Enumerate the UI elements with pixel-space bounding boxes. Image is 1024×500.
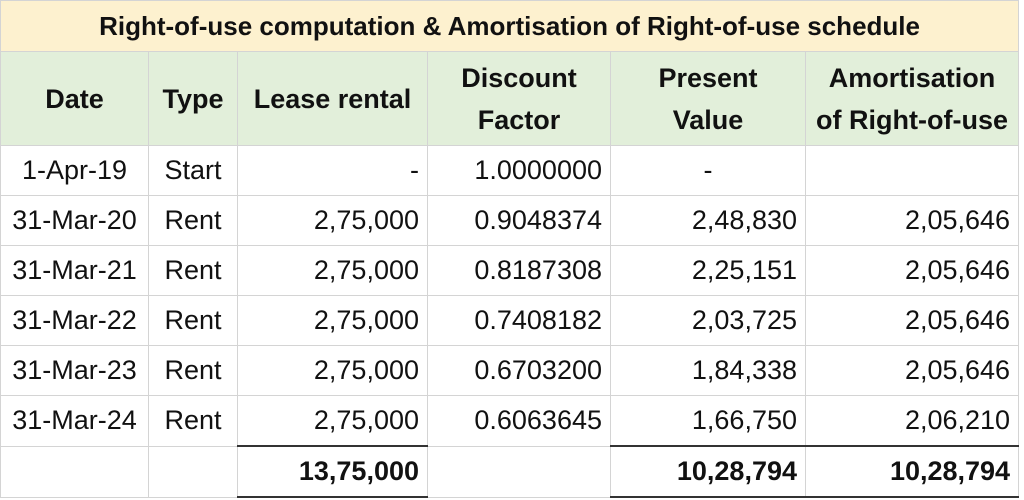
cell-type: Rent (148, 395, 238, 447)
cell-discount-factor: 1.0000000 (427, 145, 611, 196)
cell-date: 31-Mar-22 (0, 295, 149, 346)
table-row: 1-Apr-19 Start -1.0000000- (0, 145, 1020, 196)
cell-amortisation (804, 145, 1020, 196)
cell-discount-factor: 0.8187308 (427, 245, 611, 296)
header-discount-factor: Discount Factor (427, 51, 611, 146)
cell-present-value: 2,48,830 (610, 195, 806, 246)
cell-discount-factor: 0.6703200 (427, 345, 611, 396)
totals-empty-discount (427, 445, 611, 498)
cell-amortisation: 2,06,210 (804, 395, 1020, 447)
cell-lease-rental: 2,75,000 (237, 295, 428, 346)
cell-type: Rent (148, 295, 238, 346)
table-row: 31-Mar-24 Rent 2,75,000 0.6063645 1,66,750 2,… (0, 395, 1020, 447)
cell-lease-rental: 2,75,000 (237, 345, 428, 396)
table-row: 31-Mar-22 Rent 2,75,000 0.7408182 2,03,725 2,… (0, 295, 1020, 346)
cell-date: 31-Mar-20 (0, 195, 149, 246)
cell-amortisation: 2,05,646 (804, 295, 1020, 346)
cell-lease-rental: - (237, 145, 428, 196)
header-date: Date (0, 51, 149, 146)
cell-date: 1-Apr-19 (0, 145, 149, 196)
table-row: 31-Mar-23 Rent 2,75,000 0.6703200 1,84,338 2,… (0, 345, 1020, 396)
cell-present-value: 1,66,750 (610, 395, 806, 447)
cell-present-value: 2,03,725 (610, 295, 806, 346)
cell-amortisation: 2,05,646 (804, 195, 1020, 246)
cell-lease-rental: 2,75,000 (237, 245, 428, 296)
total-lease-rental: 13,75,000 (237, 445, 428, 498)
cell-lease-rental: 2,75,000 (237, 395, 428, 447)
cell-lease-rental: 2,75,000 (237, 195, 428, 246)
header-lease-rental: Lease rental (237, 51, 428, 146)
totals-empty-type (148, 445, 238, 498)
cell-type: Rent (148, 345, 238, 396)
cell-date: 31-Mar-21 (0, 245, 149, 296)
header-present-value: Present Value (610, 51, 806, 146)
cell-present-value: - (610, 145, 806, 196)
cell-discount-factor: 0.7408182 (427, 295, 611, 346)
cell-type: Start (148, 145, 238, 196)
total-amortisation: 10,28,794 (804, 445, 1020, 498)
cell-type: Rent (148, 195, 238, 246)
cell-present-value: 2,25,151 (610, 245, 806, 296)
table-row: 31-Mar-21 Rent 2,75,000 0.8187308 2,25,151 2,… (0, 245, 1020, 296)
header-type: Type (148, 51, 238, 146)
cell-amortisation: 2,05,646 (804, 245, 1020, 296)
cell-date: 31-Mar-23 (0, 345, 149, 396)
table-row: 31-Mar-20 Rent 2,75,000 0.9048374 2,48,830 2,… (0, 195, 1020, 246)
total-present-value: 10,28,794 (610, 445, 806, 498)
totals-row: 13,75,000 10,28,794 10,28,794 (0, 445, 1020, 498)
header-amortisation: Amortisation of Right-of-use (804, 51, 1020, 146)
cell-discount-factor: 0.9048374 (427, 195, 611, 246)
cell-present-value: 1,84,338 (610, 345, 806, 396)
cell-amortisation: 2,05,646 (804, 345, 1020, 396)
totals-empty-date (0, 445, 149, 498)
cell-date: 31-Mar-24 (0, 395, 149, 447)
header-row: Date Type Lease rental Discount Factor Pr… (0, 51, 1020, 146)
cell-type: Rent (148, 245, 238, 296)
table-title: Right-of-use computation & Amortisation … (0, 0, 1020, 52)
cell-discount-factor: 0.6063645 (427, 395, 611, 447)
